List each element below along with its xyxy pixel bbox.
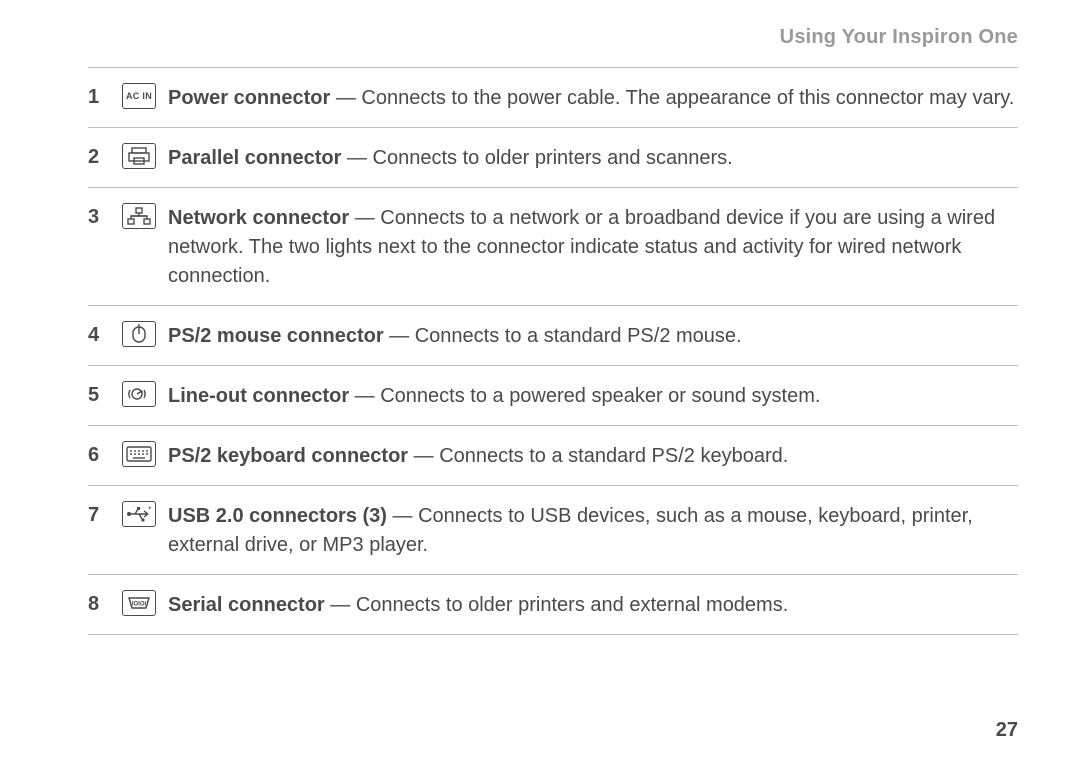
- connector-item: 2 Parallel connector — Connects to older …: [88, 128, 1018, 187]
- lineout-icon: [122, 381, 156, 407]
- svg-text:IOIOI: IOIOI: [132, 602, 147, 608]
- item-text: — Connects to the power cable. The appea…: [330, 87, 1014, 109]
- item-description: Power connector — Connects to the power …: [168, 82, 1018, 113]
- network-icon: [122, 203, 156, 229]
- item-text: — Connects to a standard PS/2 mouse.: [384, 325, 742, 347]
- item-title: PS/2 keyboard connector: [168, 445, 408, 467]
- item-description: PS/2 mouse connector — Connects to a sta…: [168, 320, 1018, 351]
- item-number: 6: [88, 440, 122, 467]
- divider: [88, 634, 1018, 635]
- manual-page: Using Your Inspiron One 1 AC IN Power conn…: [0, 0, 1080, 766]
- connector-item: 5 Line-out connector — Connects to a powe…: [88, 366, 1018, 425]
- item-description: Line-out connector — Connects to a power…: [168, 380, 1018, 411]
- connector-item: 1 AC IN Power connector — Connects to the …: [88, 68, 1018, 127]
- item-description: Serial connector — Connects to older pri…: [168, 589, 1018, 620]
- item-number: 8: [88, 589, 122, 616]
- page-header: Using Your Inspiron One: [88, 26, 1018, 67]
- item-text: — Connects to older printers and scanner…: [341, 147, 732, 169]
- mouse-icon: [122, 321, 156, 347]
- connector-item: 3 Network connector — Connects to a netwo…: [88, 188, 1018, 305]
- svg-text:+: +: [148, 506, 152, 512]
- usb-icon: +: [122, 501, 156, 527]
- item-number: 5: [88, 380, 122, 407]
- item-text: — Connects to a powered speaker or sound…: [349, 385, 820, 407]
- item-title: Parallel connector: [168, 147, 341, 169]
- ac-in-icon: AC IN: [122, 83, 156, 109]
- item-title: Power connector: [168, 87, 330, 109]
- item-title: USB 2.0 connectors (3): [168, 505, 387, 527]
- keyboard-icon: [122, 441, 156, 467]
- connector-item: 6 PS/2 keyboard connector — Connects to a…: [88, 426, 1018, 485]
- item-description: Network connector — Connects to a networ…: [168, 202, 1018, 291]
- item-text: — Connects to older printers and externa…: [325, 594, 789, 616]
- connector-list: 1 AC IN Power connector — Connects to the …: [88, 68, 1018, 635]
- item-text: — Connects to a standard PS/2 keyboard.: [408, 445, 788, 467]
- connector-item: 4 PS/2 mouse connector — Connects to a st…: [88, 306, 1018, 365]
- parallel-icon: [122, 143, 156, 169]
- page-number: 27: [996, 719, 1018, 742]
- serial-icon: IOIOI: [122, 590, 156, 616]
- item-description: USB 2.0 connectors (3) — Connects to USB…: [168, 500, 1018, 560]
- item-title: PS/2 mouse connector: [168, 325, 384, 347]
- item-number: 7: [88, 500, 122, 527]
- item-number: 4: [88, 320, 122, 347]
- item-description: Parallel connector — Connects to older p…: [168, 142, 1018, 173]
- item-title: Line-out connector: [168, 385, 349, 407]
- ac-in-label: AC IN: [126, 91, 152, 101]
- item-title: Serial connector: [168, 594, 325, 616]
- item-number: 2: [88, 142, 122, 169]
- connector-item: 7 + USB 2.0 connectors (3) — Connects to U…: [88, 486, 1018, 574]
- item-title: Network connector: [168, 207, 349, 229]
- item-number: 1: [88, 82, 122, 109]
- item-number: 3: [88, 202, 122, 229]
- connector-item: 8 IOIOI Serial connector — Connects to old…: [88, 575, 1018, 634]
- item-description: PS/2 keyboard connector — Connects to a …: [168, 440, 1018, 471]
